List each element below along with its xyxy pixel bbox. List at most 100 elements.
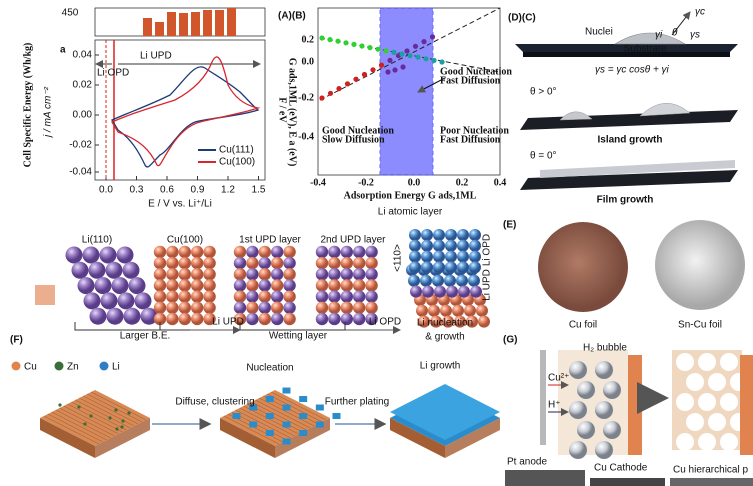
sphere [166,312,179,326]
shape [249,421,258,428]
sphere [708,373,726,391]
sphere [408,274,420,287]
sphere [233,279,247,292]
step-label: Larger B.E. [120,331,171,342]
annotation: H₂ bubble [583,343,627,354]
label: 1st UPD layer [239,235,301,246]
sphere [383,48,389,54]
sphere [454,315,466,328]
shape [59,407,115,437]
arrow-label: Further plating [325,397,389,408]
sphere [446,285,458,298]
sphere [365,279,378,292]
sphere [422,285,434,298]
cu-foil [538,222,628,312]
annotation: Cu²⁺ [548,373,569,384]
sphere [283,301,296,314]
sphere [246,290,259,303]
sphere [116,246,134,264]
sphere [271,245,284,259]
slab-side [95,418,150,458]
shape [243,405,299,435]
tick-label: -0.02 [69,140,92,151]
sphere [340,279,353,292]
sphere [122,261,140,279]
sphere [203,312,216,326]
sphere [153,290,167,303]
shape [111,66,260,168]
sphere [365,290,378,303]
vector [671,11,691,36]
sphere [271,312,284,326]
shape [315,404,324,411]
shape [191,12,200,36]
caption: Sn-Cu foil [678,320,722,331]
sphere [106,307,124,325]
shape [282,404,291,411]
sphere [577,421,595,439]
shape [299,429,308,436]
sphere [99,361,109,371]
pointer [417,77,446,93]
shape [63,405,119,435]
sphere [99,246,117,264]
sphere [328,312,341,326]
sphere [469,261,481,274]
sphere [359,43,365,49]
sphere [399,51,405,57]
sphere [353,290,366,303]
sphere [421,261,433,274]
sphere [375,46,381,52]
sphere [603,421,621,439]
sphere [258,245,271,259]
sphere [246,256,259,270]
sphere [476,304,488,317]
sphere [351,41,357,48]
sphere [404,48,410,54]
step-label: Li UPD [212,317,244,328]
shape [47,413,103,443]
shape [71,401,127,431]
sphere [365,301,378,314]
shape [315,421,324,428]
sphere [365,268,378,281]
annotation: Li OPD [482,234,493,266]
annotation: Li UPD [482,269,493,301]
sphere [409,250,421,263]
shape [167,12,176,36]
sphere [203,301,216,314]
sphere [466,315,478,328]
panel-label: a [60,45,66,56]
sphere [123,307,141,325]
axis-label: Cell Specific Energy (Wh/kg) [22,43,33,168]
step-label: & growth [425,332,464,343]
sphere [676,353,694,371]
sphere [686,413,704,431]
sphere [191,256,204,270]
sphere [246,245,259,259]
sphere [353,301,366,314]
sphere [191,279,204,292]
shape [90,391,147,421]
sphere [698,393,716,411]
sphere [432,274,444,287]
caption: Pt anode [507,457,547,468]
sphere [442,315,454,328]
tick-label: 450 [62,8,79,19]
stage-label: Li growth [420,361,461,372]
shape [249,404,258,411]
sphere [77,405,81,409]
sphere [365,245,378,259]
sphere [457,250,469,263]
sphere [595,441,613,459]
sphere [166,279,179,292]
shape [299,396,308,403]
sphere [191,312,204,326]
sphere [464,304,476,317]
sphere [429,34,436,40]
sphere [343,40,349,46]
sphere [409,261,421,274]
legend-label: Cu(111) [219,145,254,156]
sphere [433,229,445,241]
